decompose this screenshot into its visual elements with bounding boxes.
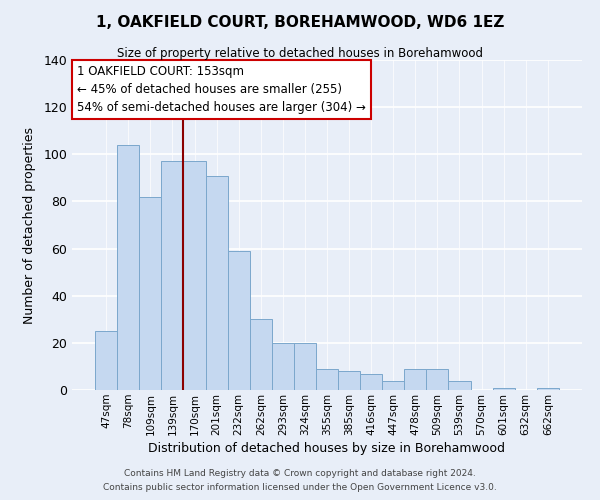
Text: Contains public sector information licensed under the Open Government Licence v3: Contains public sector information licen… [103,484,497,492]
Text: 1 OAKFIELD COURT: 153sqm
← 45% of detached houses are smaller (255)
54% of semi-: 1 OAKFIELD COURT: 153sqm ← 45% of detach… [77,65,366,114]
Bar [448,380,470,390]
X-axis label: Distribution of detached houses by size in Borehamwood: Distribution of detached houses by size … [149,442,505,455]
Bar [382,380,404,390]
Text: Contains HM Land Registry data © Crown copyright and database right 2024.: Contains HM Land Registry data © Crown c… [124,468,476,477]
Bar [537,388,559,390]
Bar [316,369,338,390]
Text: Size of property relative to detached houses in Borehamwood: Size of property relative to detached ho… [117,48,483,60]
Bar [294,343,316,390]
Bar [161,162,184,390]
Bar [117,145,139,390]
Bar [227,251,250,390]
Bar [250,320,272,390]
Bar [184,162,206,390]
Bar [272,343,294,390]
Bar [95,331,117,390]
Bar [404,369,427,390]
Bar [427,369,448,390]
Y-axis label: Number of detached properties: Number of detached properties [23,126,37,324]
Bar [338,371,360,390]
Bar [493,388,515,390]
Bar [206,176,227,390]
Text: 1, OAKFIELD COURT, BOREHAMWOOD, WD6 1EZ: 1, OAKFIELD COURT, BOREHAMWOOD, WD6 1EZ [96,15,504,30]
Bar [139,196,161,390]
Bar [360,374,382,390]
